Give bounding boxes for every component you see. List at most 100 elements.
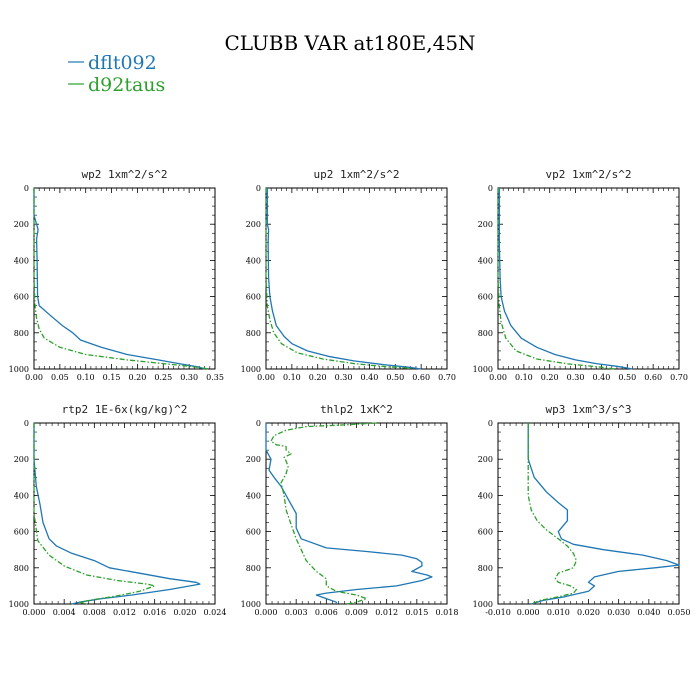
figure-title: CLUBB VAR at180E,45N [224, 31, 475, 55]
plot-frame [497, 422, 680, 605]
x-tick-label: 0.30 [335, 373, 353, 382]
x-tick-label: 0.000 [517, 608, 540, 617]
x-tick-label: 0.000 [255, 608, 278, 617]
x-tick-label: 0.70 [670, 373, 688, 382]
plot-frame [33, 422, 216, 605]
x-tick-label: 0.018 [436, 608, 459, 617]
panel-6: wp3 1xm^3/s^3 0 200 400 600 800 1000-0.010 0.00… [473, 403, 691, 617]
x-tick-label: 0.20 [129, 373, 147, 382]
y-tick-label: 0 [256, 184, 261, 193]
x-tick-label: 0.00 [25, 373, 43, 382]
x-tick-label: 0.00 [489, 373, 507, 382]
x-tick-label: 0.024 [204, 608, 227, 617]
series-line-dflt092 [527, 423, 680, 605]
series-line-dflt092 [266, 188, 422, 370]
y-tick-label: 800 [478, 564, 493, 573]
y-tick-label: 200 [478, 220, 493, 229]
x-tick-label: 0.25 [154, 373, 172, 382]
panel-title: vp2 1xm^2/s^2 [545, 168, 631, 181]
y-tick-label: 800 [478, 329, 493, 338]
x-tick-label: 0.40 [593, 373, 611, 382]
y-tick-label: 600 [478, 528, 493, 537]
y-tick-label: 600 [14, 528, 29, 537]
y-tick-label: 400 [246, 256, 261, 265]
y-tick-label: 400 [14, 491, 29, 500]
y-tick-label: 600 [246, 528, 261, 537]
x-tick-label: 0.020 [577, 608, 600, 617]
legend: dflt092 d92taus [68, 52, 165, 96]
y-tick-label: 1000 [241, 365, 261, 374]
y-tick-label: 0 [488, 419, 493, 428]
y-tick-label: 1000 [473, 365, 493, 374]
x-tick-label: 0.016 [143, 608, 166, 617]
series-line-d92taus [265, 188, 414, 370]
panel-title: rtp2 1E-6x(kg/kg)^2 [62, 403, 188, 416]
x-tick-label: 0.70 [438, 373, 456, 382]
y-tick-label: 600 [246, 293, 261, 302]
y-tick-label: 1000 [9, 600, 29, 609]
x-tick-label: 0.50 [386, 373, 404, 382]
y-tick-label: 0 [24, 419, 29, 428]
y-tick-label: 0 [488, 184, 493, 193]
x-tick-label: 0.009 [345, 608, 368, 617]
plot-frame [265, 187, 448, 370]
x-tick-label: 0.60 [644, 373, 662, 382]
x-tick-label: 0.040 [637, 608, 660, 617]
x-tick-label: 0.000 [23, 608, 46, 617]
x-tick-label: 0.15 [103, 373, 121, 382]
x-tick-label: 0.20 [309, 373, 327, 382]
x-tick-label: 0.050 [668, 608, 691, 617]
y-tick-label: 200 [478, 455, 493, 464]
y-tick-label: 800 [246, 329, 261, 338]
x-tick-label: 0.030 [607, 608, 630, 617]
y-tick-label: 400 [478, 491, 493, 500]
y-tick-label: 0 [24, 184, 29, 193]
plot-frame [265, 422, 448, 605]
legend-label-d92taus: d92taus [88, 74, 165, 96]
x-tick-label: 0.006 [315, 608, 338, 617]
series-line-d92taus [270, 422, 377, 605]
x-tick-label: 0.003 [285, 608, 308, 617]
x-tick-label: 0.40 [361, 373, 379, 382]
y-tick-label: 600 [478, 293, 493, 302]
x-tick-label: 0.00 [257, 373, 275, 382]
x-tick-label: 0.30 [180, 373, 198, 382]
x-tick-label: 0.010 [547, 608, 570, 617]
x-tick-label: 0.20 [541, 373, 559, 382]
y-tick-label: 400 [478, 256, 493, 265]
series-line-d92taus [33, 188, 210, 370]
x-tick-label: 0.020 [173, 608, 196, 617]
y-tick-label: 200 [246, 220, 261, 229]
x-tick-label: 0.008 [83, 608, 106, 617]
panel-title: thlp2 1xK^2 [320, 403, 393, 416]
series-line-d92taus [527, 423, 578, 605]
x-tick-label: 0.004 [53, 608, 76, 617]
x-tick-label: 0.012 [113, 608, 136, 617]
series-line-d92taus [33, 423, 156, 605]
y-tick-label: 200 [14, 220, 29, 229]
series-line-dflt092 [498, 188, 633, 370]
series-line-dflt092 [33, 188, 205, 370]
panel-4: rtp2 1E-6x(kg/kg)^2020040060080010000.00… [9, 403, 227, 617]
y-tick-label: 0 [256, 419, 261, 428]
x-tick-label: 0.30 [567, 373, 585, 382]
series-line-dflt092 [33, 423, 201, 605]
y-tick-label: 800 [14, 564, 29, 573]
series-line-dflt092 [265, 423, 433, 604]
plot-frame [33, 187, 216, 370]
x-tick-label: 0.60 [412, 373, 430, 382]
x-tick-label: 0.05 [51, 373, 69, 382]
x-tick-label: 0.10 [515, 373, 533, 382]
x-tick-label: 0.35 [206, 373, 224, 382]
y-tick-label: 200 [14, 455, 29, 464]
y-tick-label: 400 [246, 491, 261, 500]
y-tick-label: 600 [14, 293, 29, 302]
x-tick-label: 0.015 [405, 608, 428, 617]
x-tick-label: 0.012 [375, 608, 398, 617]
